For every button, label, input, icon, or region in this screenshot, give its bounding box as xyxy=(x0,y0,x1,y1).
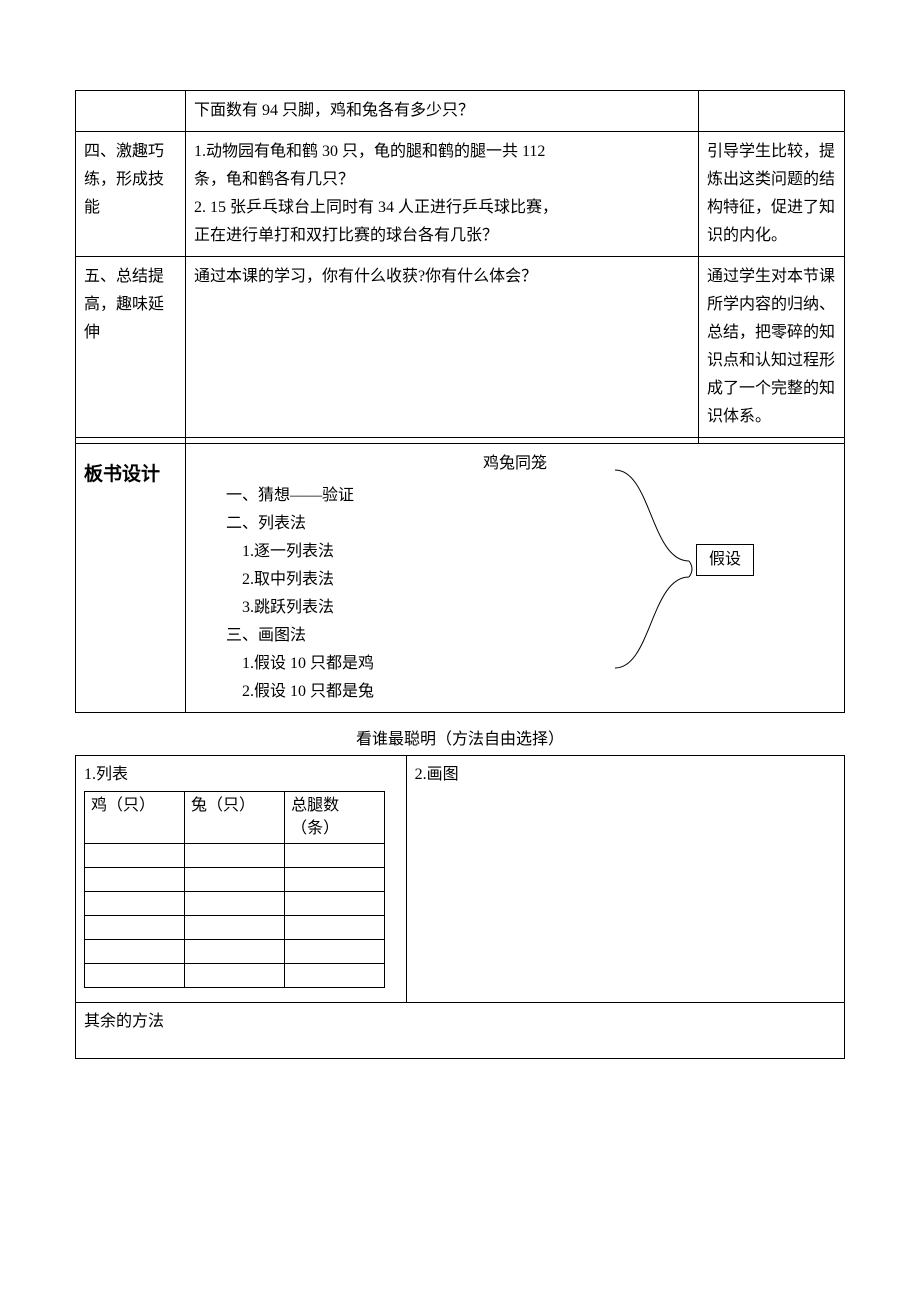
inner-cell xyxy=(285,915,385,939)
inner-h2: 兔（只） xyxy=(185,792,285,844)
table-row: 下面数有 94 只脚，鸡和兔各有多少只？ xyxy=(76,91,845,132)
row3-right: 通过学生对本节课所学内容的归纳、总结，把零碎的知识点和认知过程形成了一个完整的知… xyxy=(699,257,845,438)
inner-cell xyxy=(285,843,385,867)
row3-left: 五、总结提高，趣味延伸 xyxy=(76,257,186,438)
method-other-cell: 其余的方法 xyxy=(76,1002,845,1058)
inner-h3: 总腿数（条） xyxy=(285,792,385,844)
subtitle: 看谁最聪明（方法自由选择） xyxy=(75,727,845,753)
inner-cell xyxy=(285,963,385,987)
table-row: 其余的方法 xyxy=(76,1002,845,1058)
row3-mid-text: 通过本课的学习，你有什么收获?你有什么体会？ xyxy=(194,268,537,285)
inner-cell xyxy=(185,915,285,939)
table-row: 鸡（只） 兔（只） 总腿数（条） xyxy=(85,792,385,844)
row2-mid-l4: 正在进行单打和双打比赛的球台各有几张？ xyxy=(194,227,498,244)
inner-cell xyxy=(185,963,285,987)
board-content-cell: 鸡兔同笼 一、猜想——验证 二、列表法 1.逐一列表法 2.取中列表法 3.跳跃… xyxy=(186,444,845,713)
row2-mid-l3: 2. 15 张乒乓球台上同时有 34 人正进行乒乓球比赛， xyxy=(194,199,558,216)
row2-mid-l1: 1.动物园有龟和鹤 30 只，龟的腿和鹤的腿一共 112 xyxy=(194,143,545,160)
inner-cell xyxy=(85,891,185,915)
table-row xyxy=(85,891,385,915)
inner-cell xyxy=(285,939,385,963)
inner-data-table: 鸡（只） 兔（只） 总腿数（条） xyxy=(84,791,385,988)
row2-left: 四、激趣巧练，形成技能 xyxy=(76,132,186,257)
inner-cell xyxy=(185,843,285,867)
row2-mid: 1.动物园有龟和鹤 30 只，龟的腿和鹤的腿一共 112 条，龟和鹤各有几只？ … xyxy=(186,132,699,257)
table-row: 1.列表 鸡（只） 兔（只） 总腿数（条） 2.画图 xyxy=(76,755,845,1002)
method-list-cell: 1.列表 鸡（只） 兔（只） 总腿数（条） xyxy=(76,755,407,1002)
inner-cell xyxy=(185,891,285,915)
row1-mid: 下面数有 94 只脚，鸡和兔各有多少只？ xyxy=(186,91,699,132)
inner-cell xyxy=(285,867,385,891)
inner-cell xyxy=(85,939,185,963)
inner-cell xyxy=(85,915,185,939)
method-3-label: 其余的方法 xyxy=(84,1013,164,1030)
table-row-board: 板书设计 鸡兔同笼 一、猜想——验证 二、列表法 1.逐一列表法 2.取中列表法… xyxy=(76,444,845,713)
inner-h1: 鸡（只） xyxy=(85,792,185,844)
row1-left xyxy=(76,91,186,132)
row2-mid-l2: 条，龟和鹤各有几只？ xyxy=(194,171,354,188)
inner-cell xyxy=(285,891,385,915)
method-draw-cell: 2.画图 xyxy=(406,755,844,1002)
table-row: 五、总结提高，趣味延伸 通过本课的学习，你有什么收获?你有什么体会？ 通过学生对… xyxy=(76,257,845,438)
method-1-label: 1.列表 xyxy=(84,762,398,788)
method-2-label: 2.画图 xyxy=(415,762,836,788)
table-row: 四、激趣巧练，形成技能 1.动物园有龟和鹤 30 只，龟的腿和鹤的腿一共 112… xyxy=(76,132,845,257)
board-heading-cell: 板书设计 xyxy=(76,444,186,713)
table-row xyxy=(85,915,385,939)
row3-mid: 通过本课的学习，你有什么收获?你有什么体会？ xyxy=(186,257,699,438)
lesson-plan-table: 下面数有 94 只脚，鸡和兔各有多少只？ 四、激趣巧练，形成技能 1.动物园有龟… xyxy=(75,90,845,713)
board-heading: 板书设计 xyxy=(84,464,160,485)
inner-cell xyxy=(85,843,185,867)
row3-right-text: 通过学生对本节课所学内容的归纳、总结，把零碎的知识点和认知过程形成了一个完整的知… xyxy=(707,268,835,425)
inner-cell xyxy=(185,867,285,891)
row2-right: 引导学生比较，提炼出这类问题的结构特征，促进了知识的内化。 xyxy=(699,132,845,257)
inner-cell xyxy=(85,963,185,987)
row1-right xyxy=(699,91,845,132)
table-row xyxy=(85,963,385,987)
table-row xyxy=(85,867,385,891)
inner-cell xyxy=(85,867,185,891)
inner-cell xyxy=(185,939,285,963)
hypothesis-box: 假设 xyxy=(696,544,754,576)
table-row xyxy=(85,939,385,963)
row2-right-text: 引导学生比较，提炼出这类问题的结构特征，促进了知识的内化。 xyxy=(707,143,835,244)
table-row xyxy=(85,843,385,867)
methods-table: 1.列表 鸡（只） 兔（只） 总腿数（条） 2.画图 其余的方法 xyxy=(75,755,845,1059)
board-item-3-2: 2.假设 10 只都是兔 xyxy=(194,678,836,706)
